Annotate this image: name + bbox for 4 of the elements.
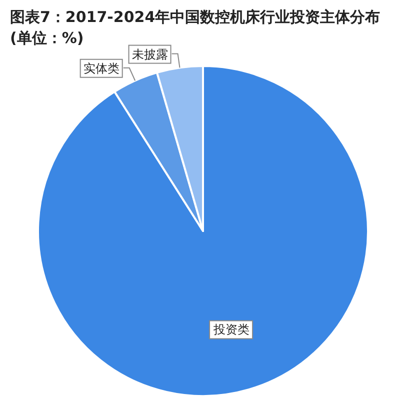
chart-title: 图表7：2017-2024年中国数控机床行业投资主体分布(单位：%) [10, 8, 380, 47]
slice-label: 未披露 [132, 47, 168, 62]
slice-label: 实体类 [83, 61, 120, 76]
slice-label: 投资类 [212, 322, 250, 337]
